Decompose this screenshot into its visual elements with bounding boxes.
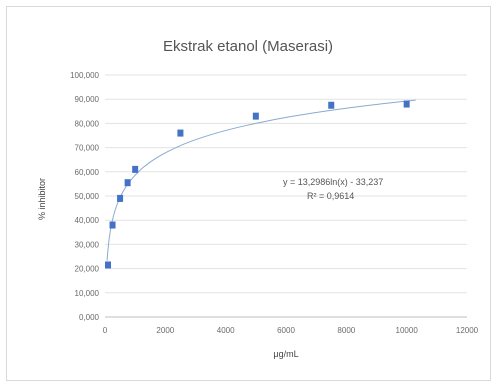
x-tick-label: 10000 xyxy=(396,326,419,335)
y-tick-label: 50,000 xyxy=(75,192,100,201)
data-point xyxy=(328,101,335,109)
y-axis-ticks: 0,000 10,000 20,000 30,000 40,000 50,000 60,00… xyxy=(70,71,99,322)
y-tick-label: 70,000 xyxy=(75,144,100,153)
x-tick-label: 2000 xyxy=(156,326,174,335)
x-tick-label: 4000 xyxy=(217,326,235,335)
chart-svg: Ekstrak etanol (Maserasi) 0,000 10,000 20,… xyxy=(37,38,479,359)
x-axis-ticks: 0 2000 4000 6000 8000 10000 12000 xyxy=(103,326,479,335)
x-tick-label: 6000 xyxy=(277,326,295,335)
y-tick-label: 0,000 xyxy=(79,313,100,322)
data-point xyxy=(132,165,139,173)
y-tick-label: 100,000 xyxy=(70,71,99,80)
data-point xyxy=(403,100,410,108)
gridlines xyxy=(105,74,467,294)
chart-title: Ekstrak etanol (Maserasi) xyxy=(163,38,333,55)
y-tick-label: 20,000 xyxy=(75,265,100,274)
trendline-equation: y = 13,2986ln(x) - 33,237 xyxy=(283,177,383,187)
data-point xyxy=(109,221,116,229)
x-tick-label: 12000 xyxy=(456,326,479,335)
y-tick-label: 10,000 xyxy=(75,289,100,298)
x-tick-label: 8000 xyxy=(337,326,355,335)
data-point xyxy=(177,129,184,137)
data-points xyxy=(105,100,410,269)
y-tick-label: 40,000 xyxy=(75,216,100,225)
y-tick-label: 30,000 xyxy=(75,240,100,249)
y-axis-label: % inhibitor xyxy=(37,178,47,220)
y-tick-label: 60,000 xyxy=(75,168,100,177)
data-point xyxy=(105,261,112,269)
r-squared-label: R² = 0,9614 xyxy=(307,191,354,201)
data-point xyxy=(117,194,124,202)
y-tick-label: 80,000 xyxy=(75,119,100,128)
data-point xyxy=(124,179,131,187)
data-point xyxy=(252,112,259,120)
x-axis-label: μg/mL xyxy=(273,349,298,359)
x-tick-label: 0 xyxy=(103,326,108,335)
y-tick-label: 90,000 xyxy=(75,95,100,104)
chart-area: Ekstrak etanol (Maserasi) 0,000 10,000 20,… xyxy=(6,6,491,381)
